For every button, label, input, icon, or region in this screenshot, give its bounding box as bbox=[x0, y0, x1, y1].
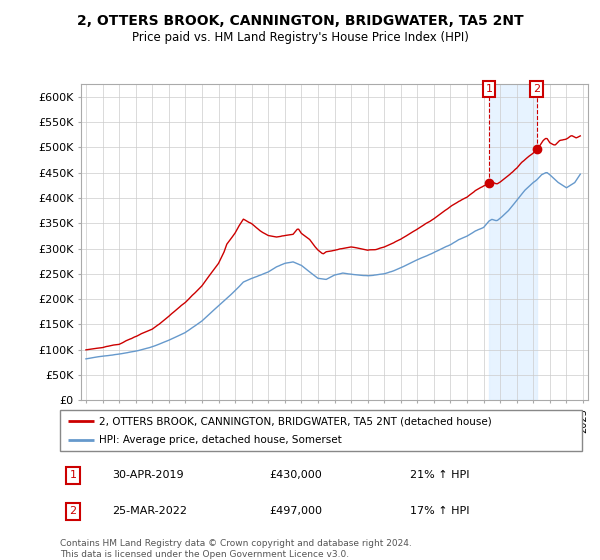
Text: 30-APR-2019: 30-APR-2019 bbox=[112, 470, 184, 480]
Text: HPI: Average price, detached house, Somerset: HPI: Average price, detached house, Some… bbox=[99, 435, 342, 445]
Text: 25-MAR-2022: 25-MAR-2022 bbox=[112, 506, 187, 516]
Text: 2, OTTERS BROOK, CANNINGTON, BRIDGWATER, TA5 2NT (detached house): 2, OTTERS BROOK, CANNINGTON, BRIDGWATER,… bbox=[99, 417, 492, 426]
FancyBboxPatch shape bbox=[60, 410, 582, 451]
Text: Price paid vs. HM Land Registry's House Price Index (HPI): Price paid vs. HM Land Registry's House … bbox=[131, 31, 469, 44]
Bar bbox=[489, 84, 537, 400]
Text: 21% ↑ HPI: 21% ↑ HPI bbox=[410, 470, 469, 480]
Text: 2: 2 bbox=[533, 84, 541, 94]
Text: Contains HM Land Registry data © Crown copyright and database right 2024.
This d: Contains HM Land Registry data © Crown c… bbox=[60, 539, 412, 559]
Text: 2, OTTERS BROOK, CANNINGTON, BRIDGWATER, TA5 2NT: 2, OTTERS BROOK, CANNINGTON, BRIDGWATER,… bbox=[77, 14, 523, 28]
Text: £430,000: £430,000 bbox=[269, 470, 322, 480]
Text: 17% ↑ HPI: 17% ↑ HPI bbox=[410, 506, 469, 516]
Text: 1: 1 bbox=[70, 470, 77, 480]
Text: 1: 1 bbox=[485, 84, 493, 94]
Text: £497,000: £497,000 bbox=[269, 506, 322, 516]
Text: 2: 2 bbox=[70, 506, 77, 516]
